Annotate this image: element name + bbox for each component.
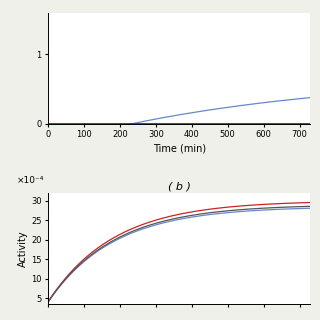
- Text: ×10⁻⁴: ×10⁻⁴: [17, 176, 44, 185]
- X-axis label: Time (min): Time (min): [153, 143, 206, 153]
- Y-axis label: Activity: Activity: [18, 230, 28, 267]
- Text: ( b ): ( b ): [168, 182, 191, 192]
